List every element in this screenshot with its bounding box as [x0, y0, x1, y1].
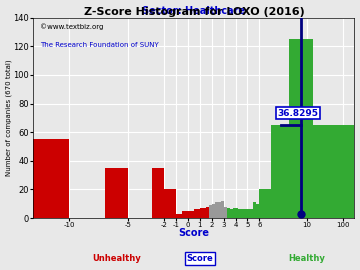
- Text: ©www.textbiz.org: ©www.textbiz.org: [40, 24, 103, 30]
- Bar: [218, 202, 221, 218]
- Text: Sector: Healthcare: Sector: Healthcare: [142, 6, 246, 16]
- Bar: [271, 125, 289, 218]
- Bar: [233, 208, 235, 218]
- Text: Unhealthy: Unhealthy: [92, 254, 141, 263]
- Bar: [226, 208, 230, 218]
- Bar: [215, 202, 218, 218]
- Bar: [182, 211, 188, 218]
- Bar: [238, 210, 242, 218]
- Bar: [253, 202, 256, 218]
- Bar: [247, 210, 251, 218]
- Bar: [256, 204, 259, 218]
- Bar: [259, 189, 271, 218]
- Bar: [242, 210, 244, 218]
- Bar: [251, 210, 253, 218]
- Bar: [152, 168, 164, 218]
- Bar: [188, 211, 194, 218]
- Y-axis label: Number of companies (670 total): Number of companies (670 total): [5, 59, 12, 176]
- Bar: [224, 207, 226, 218]
- Bar: [230, 210, 233, 218]
- Bar: [105, 168, 129, 218]
- Bar: [313, 125, 355, 218]
- Bar: [209, 205, 212, 218]
- Bar: [33, 139, 69, 218]
- Bar: [289, 39, 313, 218]
- Bar: [194, 210, 200, 218]
- Text: The Research Foundation of SUNY: The Research Foundation of SUNY: [40, 42, 158, 48]
- Bar: [244, 210, 247, 218]
- Text: Score: Score: [186, 254, 213, 263]
- Bar: [200, 208, 206, 218]
- Bar: [164, 189, 176, 218]
- Bar: [176, 214, 182, 218]
- Bar: [221, 201, 224, 218]
- Bar: [235, 208, 238, 218]
- Title: Z-Score Histogram for LOXO (2016): Z-Score Histogram for LOXO (2016): [84, 7, 304, 17]
- Text: Healthy: Healthy: [288, 254, 325, 263]
- Bar: [206, 207, 209, 218]
- X-axis label: Score: Score: [179, 228, 210, 238]
- Text: 36.8295: 36.8295: [277, 109, 318, 118]
- Bar: [212, 204, 215, 218]
